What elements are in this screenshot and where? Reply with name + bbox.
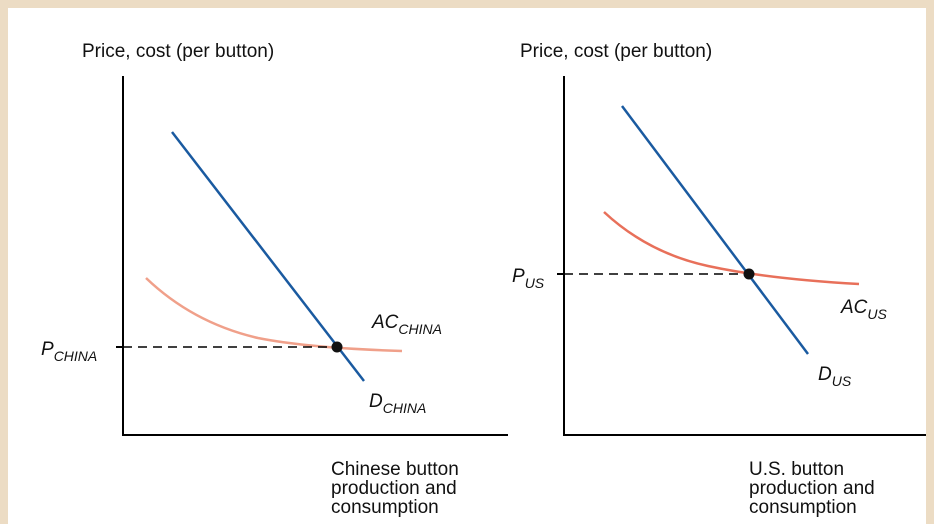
us-price-label: PUS	[512, 266, 545, 291]
china-ac-label: ACCHINA	[371, 312, 442, 337]
us-x-axis-label-line1: U.S. button	[749, 459, 844, 480]
china-x-axis-label-line2: production and	[331, 478, 457, 499]
us-axes	[563, 76, 926, 436]
us-y-axis-label: Price, cost (per button)	[520, 41, 712, 62]
china-x-axis-label-line3: consumption	[331, 497, 439, 518]
us-x-axis-label-line2: production and	[749, 478, 875, 499]
us-diagram: Price, cost (per button) PUS ACUS DUS U.…	[512, 41, 926, 518]
china-x-axis-label-line1: Chinese button	[331, 459, 459, 480]
china-demand-curve	[171, 131, 365, 382]
us-ac-label: ACUS	[840, 297, 888, 322]
china-equilibrium-point	[331, 341, 343, 353]
china-diagram: Price, cost (per button) PCHINA ACCHINA …	[41, 41, 508, 518]
china-demand-label: DCHINA	[369, 391, 426, 416]
us-demand-label: DUS	[818, 364, 852, 389]
china-y-axis-label: Price, cost (per button)	[82, 41, 274, 62]
china-average-cost-curve	[145, 277, 403, 353]
us-demand-curve	[621, 105, 809, 355]
us-x-axis-label-line3: consumption	[749, 497, 857, 518]
china-axes	[122, 76, 508, 436]
china-price-label: PCHINA	[41, 339, 97, 364]
us-average-cost-curve	[603, 211, 860, 286]
us-equilibrium-point	[743, 268, 755, 280]
figure-panel: Price, cost (per button) PCHINA ACCHINA …	[8, 8, 926, 524]
